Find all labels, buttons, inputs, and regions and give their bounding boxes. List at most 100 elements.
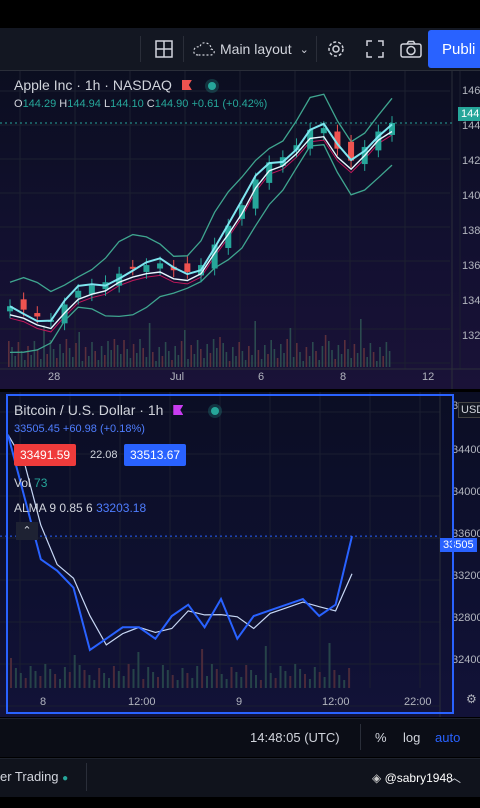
volume-bar — [100, 346, 103, 367]
volume-bar — [209, 353, 212, 367]
volume-bar — [123, 340, 125, 367]
volume-bar — [191, 678, 194, 688]
volume-bar — [10, 658, 12, 688]
apple-title-text: Apple Inc · 1h · NASDAQ — [14, 77, 172, 93]
volume-bar — [68, 348, 71, 367]
apple-ohlc-legend: O144.29 H144.94 L144.10 C144.90 +0.61 (+… — [14, 98, 268, 110]
auto-toggle[interactable]: auto — [435, 730, 461, 745]
candle-body — [320, 128, 327, 134]
price-scale-label: 136 — [462, 260, 480, 272]
binance-logo-icon: ◈ — [372, 771, 382, 785]
volume-bar — [241, 351, 244, 367]
bitcoin-last-price-tag: 33505 — [440, 538, 477, 552]
price-scale-label: 132 — [462, 330, 480, 342]
volume-bar — [222, 343, 224, 367]
volume-bar — [157, 677, 159, 688]
price-scale-label: 134 — [462, 295, 480, 307]
price-scale-label: 33200 — [452, 570, 480, 582]
percent-toggle[interactable]: % — [375, 730, 387, 745]
volume-bar — [264, 345, 266, 367]
volume-bar — [184, 330, 186, 367]
volume-bar — [46, 354, 48, 367]
bitcoin-title-text: Bitcoin / U.S. Dollar · 1h — [14, 402, 164, 418]
volume-bar — [337, 345, 340, 367]
volume-bar — [129, 358, 132, 367]
apple-symbol-title[interactable]: Apple Inc · 1h · NASDAQ — [14, 77, 216, 93]
volume-bar — [200, 349, 202, 367]
flag-icon[interactable] — [173, 405, 184, 415]
currency-label[interactable]: USD — [458, 402, 480, 418]
volume-bar — [343, 680, 346, 688]
volume-bar — [323, 677, 326, 688]
volume-bar — [152, 672, 155, 688]
candle-body — [88, 285, 95, 295]
bitcoin-chart-pane[interactable]: Bitcoin / U.S. Dollar · 1h 33505.45 +60.… — [0, 392, 480, 717]
flag-icon[interactable] — [181, 80, 192, 90]
candle-body — [34, 313, 41, 317]
volume-bar — [356, 353, 359, 367]
main-layout-button[interactable]: Main layout ⌄ — [192, 36, 309, 62]
bitcoin-symbol-title[interactable]: Bitcoin / U.S. Dollar · 1h — [14, 402, 220, 418]
volume-bar — [296, 343, 298, 367]
volume-bar — [29, 666, 32, 688]
volume-bar — [177, 355, 180, 367]
price-scale-label: 32400 — [452, 654, 480, 666]
price-scale-label: 34000 — [452, 486, 480, 498]
footer-divider — [86, 763, 87, 791]
volume-bar — [196, 340, 199, 367]
volume-bar — [228, 361, 231, 367]
volume-bar — [324, 335, 327, 367]
volume-bar — [260, 359, 263, 367]
volume-bar — [120, 354, 122, 367]
sell-button[interactable]: 33491.59 — [14, 444, 77, 466]
volume-bar — [340, 354, 343, 367]
time-axis-label: 28 — [48, 371, 61, 383]
volume-bar — [59, 344, 61, 367]
time-axis-label: 8 — [40, 696, 47, 708]
volume-bar — [363, 348, 365, 367]
publish-button[interactable]: Publi — [428, 30, 480, 68]
volume-bar — [321, 346, 324, 367]
settings-gear-icon[interactable] — [326, 36, 346, 62]
volume-bar — [142, 679, 145, 688]
volume-bar — [331, 350, 333, 367]
layout-grid-icon[interactable] — [154, 36, 174, 62]
chart-settings-icon[interactable]: ⚙ — [466, 692, 477, 706]
volume-bar — [65, 339, 68, 367]
camera-icon[interactable] — [400, 36, 422, 62]
volume-bar — [302, 361, 304, 367]
buy-button[interactable]: 33513.67 — [124, 444, 187, 466]
volume-bar — [379, 347, 381, 367]
volume-bar — [139, 339, 141, 367]
volume-bar — [269, 673, 272, 688]
trading-tab-label: er Trading — [0, 769, 59, 784]
volume-bar — [350, 358, 352, 367]
volume-bar — [73, 655, 76, 688]
price-scale-label: 144 — [462, 120, 480, 132]
volume-bar — [78, 332, 80, 367]
volume-bar — [63, 667, 66, 688]
clock-time[interactable]: 14:48:05 (UTC) — [250, 730, 340, 745]
volume-bar — [283, 353, 285, 367]
chevron-down-icon[interactable]: ⌄ — [299, 43, 309, 56]
volume-bar — [360, 319, 362, 367]
trading-panel-tab[interactable]: er Trading ● — [0, 769, 68, 784]
ma-red-line — [9, 134, 393, 333]
volume-bar — [19, 673, 22, 688]
volume-bar — [161, 356, 164, 367]
time-axis-label: 9 — [236, 696, 243, 708]
fullscreen-icon[interactable] — [366, 36, 384, 62]
apple-chart-pane[interactable]: Apple Inc · 1h · NASDAQ O144.29 H144.94 … — [0, 71, 480, 389]
volume-bar — [56, 358, 58, 367]
volume-bar — [255, 675, 257, 688]
collapse-legend-icon[interactable]: ⌃ — [16, 522, 38, 540]
volume-bar — [305, 347, 308, 367]
chevron-up-icon[interactable]: ︿ — [448, 770, 462, 785]
apple-chart-canvas[interactable] — [0, 71, 480, 389]
log-toggle[interactable]: log — [403, 730, 421, 745]
price-scale-label: 34400 — [452, 444, 480, 456]
volume-bar — [112, 666, 115, 688]
bitcoin-chart-canvas[interactable] — [0, 392, 480, 717]
volume-bar — [267, 354, 269, 367]
volume-bar — [110, 350, 112, 367]
